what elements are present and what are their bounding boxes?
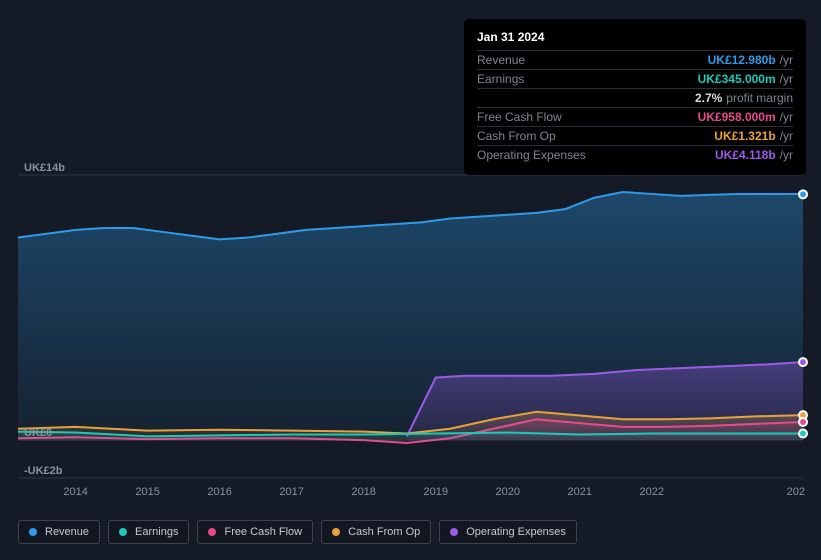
- y-axis-tick-label: UK£0: [24, 427, 52, 439]
- x-axis-tick-label: 2015: [135, 486, 159, 498]
- x-axis-tick-label: 2016: [207, 486, 231, 498]
- legend: Revenue Earnings Free Cash Flow Cash From O…: [18, 520, 577, 544]
- tooltip-row: Operating Expenses UK£4.118b/yr: [477, 146, 793, 164]
- x-axis-tick-label: 2014: [63, 486, 87, 498]
- tooltip-row-value: UK£1.321b: [714, 129, 775, 143]
- tooltip-row-label: Free Cash Flow: [477, 110, 562, 124]
- plot-area[interactable]: [18, 175, 803, 478]
- tooltip-row-value: UK£345.000m: [698, 72, 776, 86]
- chart-container: Jan 31 2024 RevenueUK£12.980b/yrEarnings…: [0, 0, 821, 560]
- tooltip-row-value: 2.7%: [695, 91, 722, 105]
- chart-tooltip: Jan 31 2024 RevenueUK£12.980b/yrEarnings…: [465, 20, 805, 174]
- tooltip-row-suffix: profit margin: [726, 91, 793, 105]
- series-marker: [799, 190, 807, 198]
- tooltip-row: Earnings UK£345.000m/yr: [477, 70, 793, 89]
- legend-label: Revenue: [45, 526, 89, 538]
- legend-dot-icon: [208, 528, 216, 536]
- legend-dot-icon: [450, 528, 458, 536]
- legend-item[interactable]: Revenue: [18, 520, 100, 544]
- legend-label: Free Cash Flow: [224, 526, 302, 538]
- tooltip-row-suffix: /yr: [780, 129, 793, 143]
- series-marker: [799, 358, 807, 366]
- tooltip-row-suffix: /yr: [780, 110, 793, 124]
- legend-dot-icon: [29, 528, 37, 536]
- tooltip-date: Jan 31 2024: [477, 28, 793, 51]
- tooltip-row-label: Cash From Op: [477, 129, 556, 143]
- x-axis-tick-label: 2018: [351, 486, 375, 498]
- tooltip-row: Cash From Op UK£1.321b/yr: [477, 127, 793, 146]
- legend-label: Earnings: [135, 526, 178, 538]
- tooltip-row-label: Operating Expenses: [477, 148, 586, 162]
- tooltip-row-label: Revenue: [477, 53, 525, 67]
- tooltip-row-label: Earnings: [477, 72, 524, 86]
- x-axis-tick-label: 2019: [423, 486, 447, 498]
- x-axis-tick-label: 202: [787, 486, 805, 498]
- legend-dot-icon: [119, 528, 127, 536]
- tooltip-row-value: UK£958.000m: [698, 110, 776, 124]
- y-axis-tick-label: UK£14b: [24, 162, 65, 174]
- tooltip-row-suffix: /yr: [780, 148, 793, 162]
- tooltip-row: Free Cash Flow UK£958.000m/yr: [477, 108, 793, 127]
- tooltip-row-value: UK£4.118b: [715, 148, 776, 162]
- legend-label: Operating Expenses: [466, 526, 566, 538]
- legend-dot-icon: [332, 528, 340, 536]
- tooltip-row-suffix: /yr: [780, 72, 793, 86]
- tooltip-row-value: UK£12.980b: [708, 53, 776, 67]
- chart-svg: [18, 175, 803, 478]
- x-axis-tick-label: 2022: [640, 486, 664, 498]
- legend-item[interactable]: Free Cash Flow: [197, 520, 313, 544]
- tooltip-row: Revenue UK£12.980b/yr: [477, 51, 793, 70]
- series-marker: [799, 429, 807, 437]
- y-axis-tick-label: -UK£2b: [24, 465, 63, 477]
- x-axis-tick-label: 2021: [567, 486, 591, 498]
- x-axis-tick-label: 2017: [279, 486, 303, 498]
- legend-label: Cash From Op: [348, 526, 420, 538]
- tooltip-row-suffix: /yr: [780, 53, 793, 67]
- legend-item[interactable]: Cash From Op: [321, 520, 431, 544]
- legend-item[interactable]: Operating Expenses: [439, 520, 577, 544]
- x-axis-tick-label: 2020: [495, 486, 519, 498]
- series-marker: [799, 418, 807, 426]
- tooltip-row: 2.7% profit margin: [477, 89, 793, 108]
- legend-item[interactable]: Earnings: [108, 520, 189, 544]
